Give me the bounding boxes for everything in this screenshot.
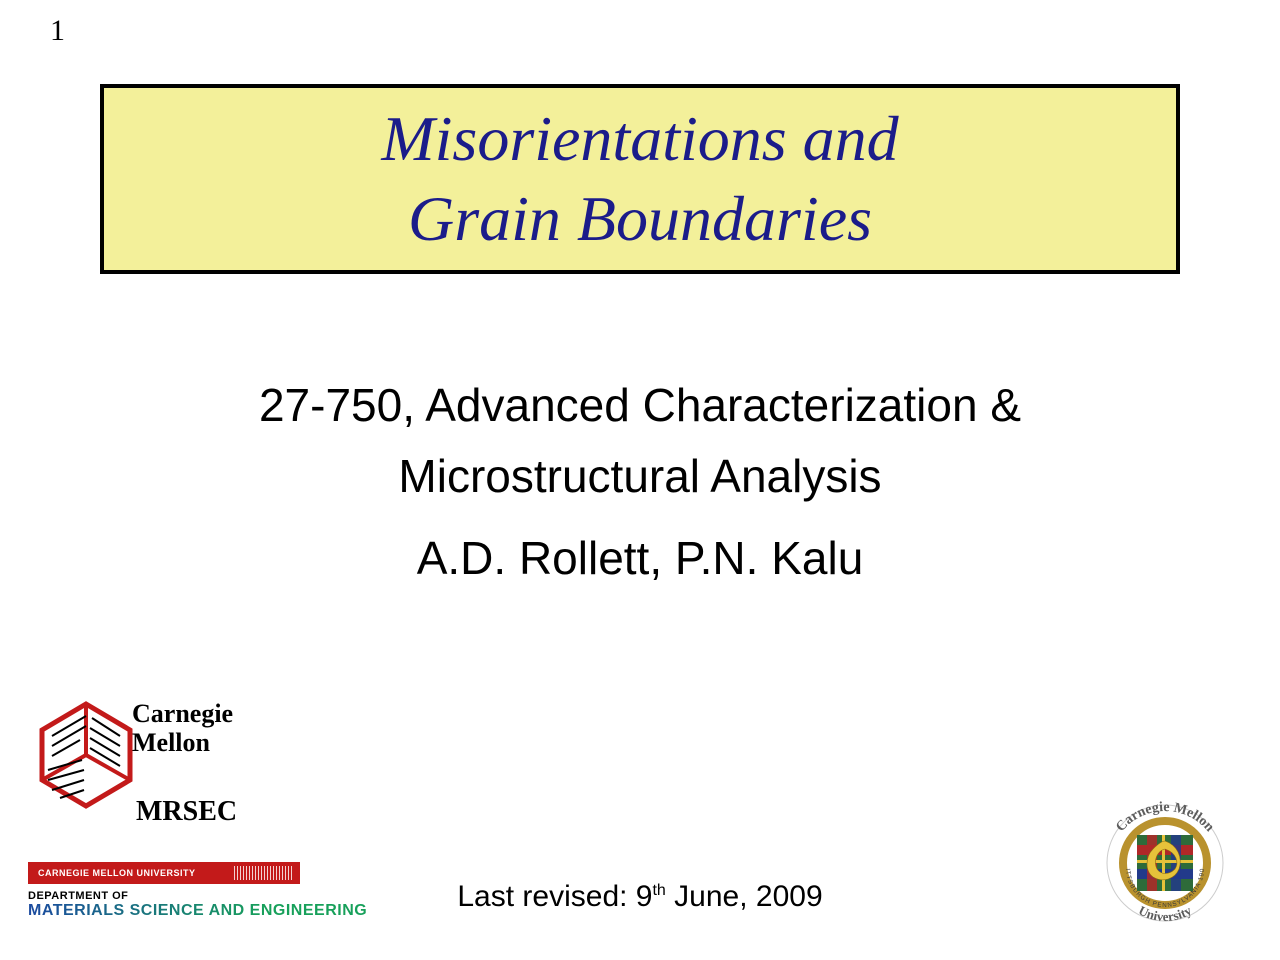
title-line-1: Misorientations and	[381, 99, 898, 179]
course-block: 27-750, Advanced Characterization & Micr…	[100, 370, 1180, 585]
mrsec-label: MRSEC	[136, 796, 237, 828]
authors: A.D. Rollett, P.N. Kalu	[100, 531, 1180, 585]
revised-prefix: Last revised: 9	[457, 880, 652, 913]
last-revised: Last revised: 9th June, 2009	[0, 880, 1280, 914]
university-seal-icon: Carnegie Mellon University PITTSBURGH PE…	[1090, 788, 1240, 938]
page-number: 1	[50, 14, 65, 48]
revised-suffix: June, 2009	[666, 880, 823, 913]
mrsec-uni-name: Carnegie Mellon	[132, 700, 233, 757]
course-line-1: 27-750, Advanced Characterization &	[100, 370, 1180, 441]
revised-ordinal: th	[652, 882, 665, 899]
mrsec-logo-icon	[36, 700, 136, 810]
mse-redbar-text: CARNEGIE MELLON UNIVERSITY	[28, 868, 196, 878]
title-box: Misorientations and Grain Boundaries	[100, 84, 1180, 274]
mse-redbar-stripes-icon	[234, 866, 294, 880]
course-line-2: Microstructural Analysis	[100, 441, 1180, 512]
mrsec-uni-line1: Carnegie	[132, 700, 233, 729]
title-line-2: Grain Boundaries	[408, 179, 872, 259]
mrsec-uni-line2: Mellon	[132, 729, 233, 758]
